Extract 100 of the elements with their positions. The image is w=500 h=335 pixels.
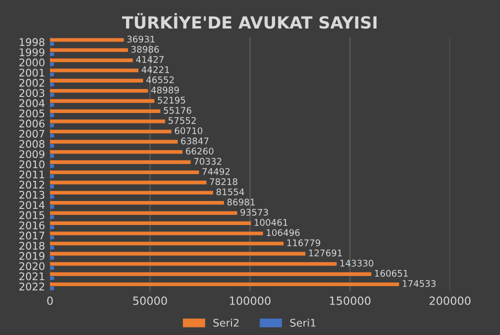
bar xyxy=(50,242,284,246)
bar xyxy=(50,160,191,164)
data-label: 116779 xyxy=(287,239,320,246)
x-tick-label: 200000 xyxy=(430,296,470,305)
bar xyxy=(50,201,224,205)
x-tick-label: 150000 xyxy=(330,296,370,305)
data-label: 106496 xyxy=(266,229,300,236)
legend-label: Seri2 xyxy=(213,318,239,327)
bar xyxy=(50,134,54,138)
bar xyxy=(50,140,178,144)
bar xyxy=(50,205,54,209)
data-label: 81554 xyxy=(216,188,244,196)
y-tick-label: 2002 xyxy=(19,78,44,87)
bar xyxy=(50,82,54,87)
bar xyxy=(50,48,128,52)
bar xyxy=(50,236,54,240)
y-tick-label: 2022 xyxy=(19,282,44,290)
bar xyxy=(50,68,138,72)
data-label: 127691 xyxy=(309,250,342,256)
bar xyxy=(50,272,372,276)
data-label: 38986 xyxy=(131,46,159,53)
bar xyxy=(50,184,54,188)
y-tick-label: 2008 xyxy=(19,140,44,148)
legend-label: Seri1 xyxy=(290,318,316,327)
bar xyxy=(50,266,54,270)
y-tick-label: 2010 xyxy=(19,160,44,168)
data-label: 55176 xyxy=(164,106,192,114)
data-label: 46552 xyxy=(146,76,174,84)
bar xyxy=(50,88,148,93)
bar xyxy=(50,246,54,250)
bar xyxy=(50,124,54,128)
bar xyxy=(50,150,183,154)
bar xyxy=(50,103,54,107)
bar xyxy=(50,252,306,256)
data-label: 63847 xyxy=(181,138,208,144)
data-label: 36931 xyxy=(127,36,155,43)
y-tick-label: 2003 xyxy=(19,89,44,97)
bar xyxy=(50,225,54,230)
y-tick-label: 2020 xyxy=(19,262,44,270)
y-tick-label: 2004 xyxy=(19,99,45,108)
data-label: 66260 xyxy=(186,148,214,155)
y-tick-label: 2007 xyxy=(19,130,44,138)
bar xyxy=(50,256,54,260)
bar xyxy=(50,174,54,178)
data-label: 44221 xyxy=(142,66,170,73)
data-label: 48989 xyxy=(151,86,179,94)
bar xyxy=(50,62,54,66)
bar xyxy=(50,154,54,158)
y-tick-label: 2017 xyxy=(19,232,44,240)
y-tick-label: 2018 xyxy=(19,242,44,250)
y-tick-label: 2021 xyxy=(19,272,44,280)
bar xyxy=(50,286,54,290)
bar xyxy=(50,93,54,97)
y-tick-label: 2005 xyxy=(19,109,44,118)
data-label: 60710 xyxy=(174,127,202,134)
bar xyxy=(50,164,54,168)
data-label: 70332 xyxy=(194,158,222,165)
chart-title: TÜRKİYE'DE AVUKAT SAYISI xyxy=(122,13,377,29)
bar xyxy=(50,99,154,103)
y-tick-label: 2006 xyxy=(19,120,44,128)
bar xyxy=(50,144,54,148)
x-tick-label: 100000 xyxy=(230,296,270,305)
bar xyxy=(50,282,400,286)
bar xyxy=(50,262,337,266)
bar xyxy=(50,194,54,199)
data-label: 74492 xyxy=(202,168,230,175)
bar xyxy=(50,42,54,46)
bar xyxy=(50,170,199,174)
data-label: 174533 xyxy=(402,280,436,287)
bar xyxy=(50,38,124,42)
bar xyxy=(50,180,206,184)
bar xyxy=(50,232,263,236)
data-label: 57552 xyxy=(168,117,196,124)
data-label: 52195 xyxy=(158,96,186,104)
bar xyxy=(50,190,214,194)
bar xyxy=(50,211,238,215)
bar xyxy=(50,58,133,62)
y-tick-label: 2012 xyxy=(19,180,44,189)
bar xyxy=(50,120,166,124)
bar xyxy=(50,72,54,76)
y-tick-label: 1998 xyxy=(20,38,44,46)
bar xyxy=(50,221,251,226)
data-label: 160651 xyxy=(375,270,408,277)
y-tick-label: 2016 xyxy=(19,221,44,230)
bar xyxy=(50,276,54,280)
bar xyxy=(50,113,54,118)
bar xyxy=(50,109,160,114)
y-tick-label: 2001 xyxy=(19,68,44,77)
x-tick-label: 0 xyxy=(47,296,53,305)
y-tick-label: 1999 xyxy=(20,48,44,56)
y-tick-label: 2011 xyxy=(19,170,44,178)
bar xyxy=(50,78,144,82)
y-tick-label: 2019 xyxy=(19,252,44,260)
y-tick-label: 2013 xyxy=(19,190,44,199)
bar xyxy=(50,215,54,219)
bar xyxy=(50,52,54,56)
y-tick-label: 2014 xyxy=(19,201,45,209)
y-tick-label: 2009 xyxy=(19,150,44,158)
data-label: 93573 xyxy=(240,208,268,216)
data-label: 100461 xyxy=(254,219,288,226)
